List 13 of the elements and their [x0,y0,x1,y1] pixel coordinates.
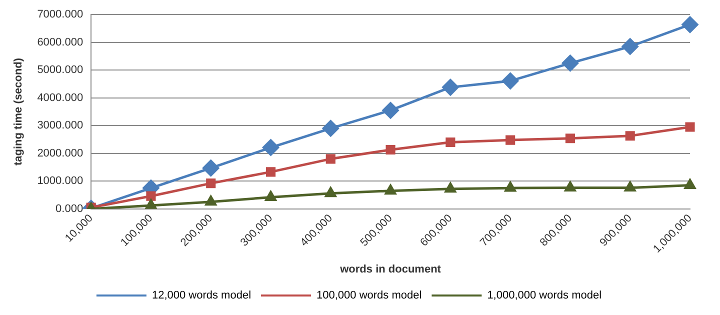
y-tick-label: 6000.000 [37,36,84,48]
y-tick-label: 3000.000 [37,120,84,132]
y-tick-label: 2000.000 [37,147,84,160]
legend-label: 100,000 words model [316,290,422,302]
y-axis-title: taging time (second) [12,58,25,166]
y-tick-label: 0.000 [56,202,84,215]
y-tick-label: 5000.000 [37,64,84,76]
x-axis-title: words in document [339,263,442,276]
legend-label: 12,000 words model [152,290,252,302]
y-tick-label: 4000.000 [37,92,84,104]
legend-label: 1,000,000 words model [487,290,602,302]
y-tick-label: 7000.000 [37,8,84,21]
y-tick-label: 1000.000 [37,175,84,188]
